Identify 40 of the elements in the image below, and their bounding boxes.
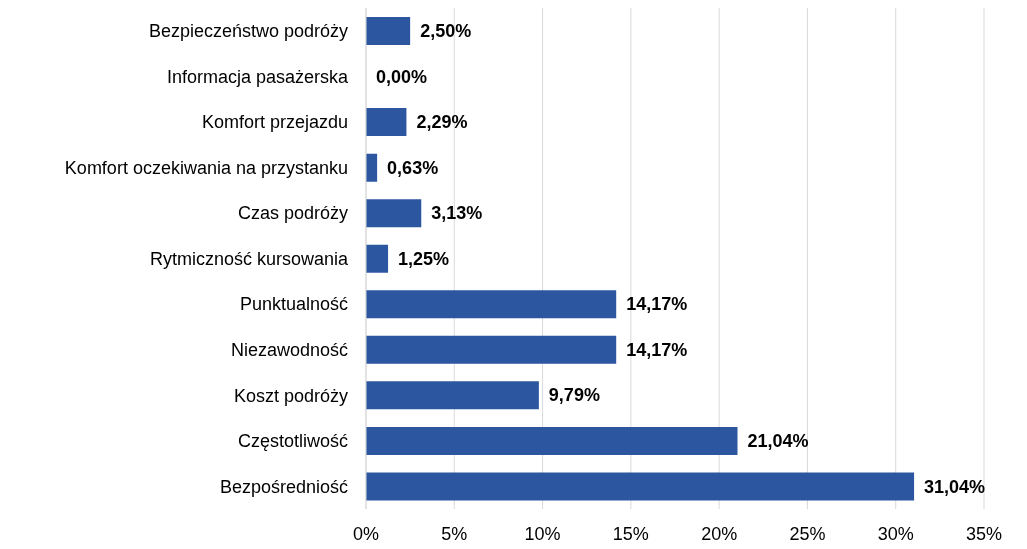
bar bbox=[366, 335, 617, 364]
bar bbox=[366, 472, 915, 501]
bar bbox=[366, 426, 738, 455]
data-label: 3,13% bbox=[431, 203, 483, 224]
y-tick-label: Czas podróży bbox=[237, 203, 348, 224]
y-tick-label: Częstotliwość bbox=[237, 431, 348, 452]
data-label: 0,00% bbox=[376, 66, 428, 87]
y-tick-label: Punktualność bbox=[239, 294, 348, 315]
data-label: 14,17% bbox=[626, 339, 688, 360]
data-label: 31,04% bbox=[924, 476, 986, 497]
y-tick-label: Niezawodność bbox=[230, 339, 348, 360]
data-label: 1,25% bbox=[398, 248, 450, 269]
data-label: 9,79% bbox=[548, 385, 600, 406]
bar bbox=[366, 290, 617, 319]
bar bbox=[366, 244, 389, 273]
data-label: 21,04% bbox=[747, 430, 809, 451]
y-tick-label: Bezpośredniość bbox=[219, 476, 348, 497]
data-label: 14,17% bbox=[626, 294, 688, 315]
x-tick-label: 5% bbox=[441, 523, 468, 544]
bar bbox=[366, 153, 378, 182]
y-tick-label: Bezpieczeństwo podróży bbox=[148, 21, 348, 42]
x-tick-label: 10% bbox=[524, 523, 561, 544]
y-tick-label: Informacja pasażerska bbox=[166, 66, 349, 87]
y-tick-label: Rytmiczność kursowania bbox=[149, 248, 349, 269]
data-label: 2,29% bbox=[416, 112, 468, 133]
bar bbox=[366, 17, 411, 45]
x-tick-label: 20% bbox=[701, 523, 738, 544]
bar bbox=[366, 199, 422, 228]
y-tick-label: Komfort przejazdu bbox=[201, 112, 348, 133]
x-tick-label: 35% bbox=[965, 523, 1003, 544]
y-tick-label: Komfort oczekiwania na przystanku bbox=[64, 157, 348, 178]
x-tick-label: 15% bbox=[612, 523, 649, 544]
data-label: 2,50% bbox=[420, 21, 472, 42]
x-tick-label: 0% bbox=[352, 523, 380, 544]
x-tick-label: 30% bbox=[877, 523, 914, 544]
bar bbox=[366, 108, 407, 137]
bar bbox=[366, 381, 539, 410]
data-label: 0,63% bbox=[387, 157, 439, 178]
x-tick-label: 25% bbox=[789, 523, 826, 544]
y-tick-label: Koszt podróży bbox=[233, 385, 348, 406]
